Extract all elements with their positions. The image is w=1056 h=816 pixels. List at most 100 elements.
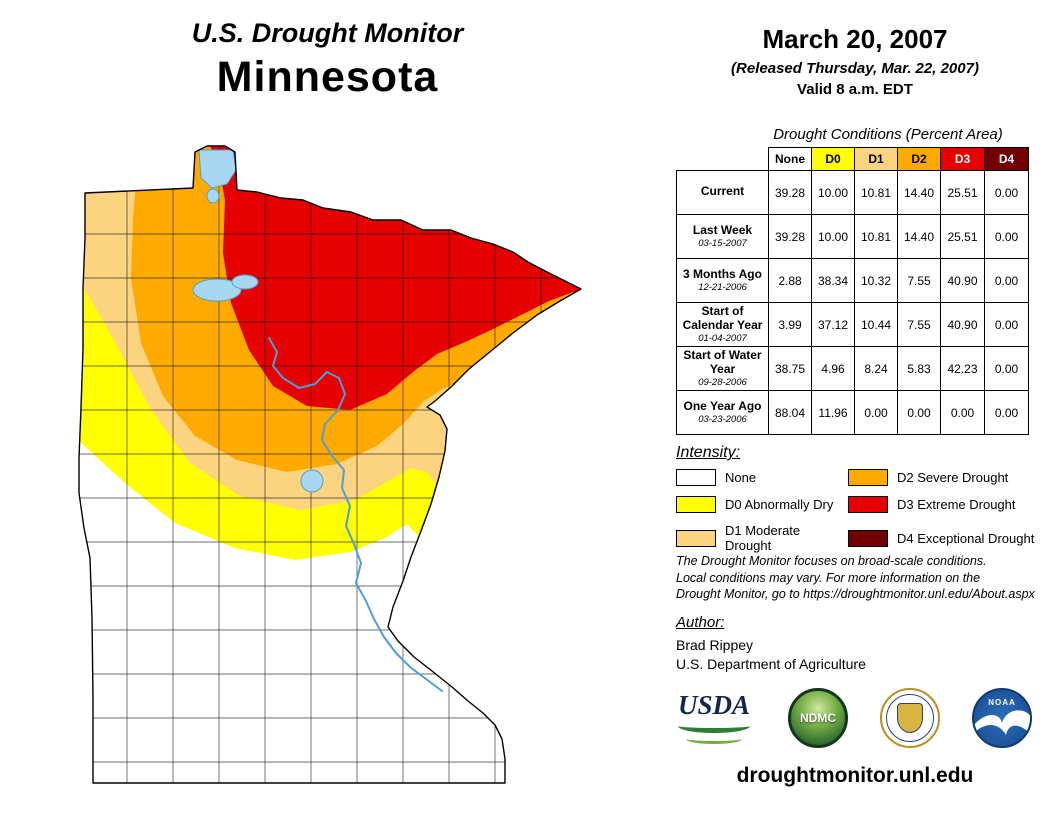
row-label: One Year Ago 03-23-2006 [676,390,769,435]
table-row: Start of Calendar Year 01-04-2007 3.99 37… [676,302,1029,347]
legend-swatch-d3 [848,496,888,513]
site-url: droughtmonitor.unl.edu [736,764,974,787]
table-cell: 0.00 [984,390,1029,435]
intensity-legend: None D2 Severe Drought D0 Abnormally Dry… [676,469,1036,553]
table-cell: 7.55 [897,302,941,347]
usda-swoosh-icon [678,719,750,733]
usda-logo-text: USDA [677,690,751,720]
table-cell: 0.00 [984,214,1029,259]
column-header-d1: D1 [854,147,898,171]
legend-item-d3: D3 Extreme Drought [848,496,1036,513]
table-cell: 25.51 [940,214,985,259]
table-cell: 10.44 [854,302,898,347]
table-cell: 0.00 [984,302,1029,347]
table-cell: 10.00 [811,170,855,215]
row-label: Start of Calendar Year 01-04-2007 [676,302,769,347]
table-cell: 11.96 [811,390,855,435]
noaa-seagull-icon [974,710,1030,735]
table-cell: 88.04 [768,390,812,435]
legend-swatch-none [676,469,716,486]
table-cell: 10.32 [854,258,898,303]
legend-item-d1: D1 Moderate Drought [676,523,848,553]
author-title: Author: [676,614,725,631]
table-cell: 42.23 [940,346,985,391]
intensity-title: Intensity: [676,444,741,461]
table-row: Start of Water Year 09-28-2006 38.75 4.96… [676,346,1029,391]
disclaimer-line: Drought Monitor, go to https://droughtmo… [676,587,1035,601]
column-header-d2: D2 [897,147,941,171]
legend-swatch-d1 [676,529,716,547]
legend-label: D3 Extreme Drought [897,497,1016,512]
drought-conditions-table: None D0 D1 D2 D3 D4 Current 39.28 10.00 … [676,147,1029,435]
table-cell: 2.88 [768,258,812,303]
table-row: One Year Ago 03-23-2006 88.04 11.96 0.00 … [676,390,1029,435]
table-cell: 4.96 [811,346,855,391]
table-cell: 10.00 [811,214,855,259]
table-cell: 0.00 [897,390,941,435]
legend-label: D0 Abnormally Dry [725,497,834,512]
row-label: Start of Water Year 09-28-2006 [676,346,769,391]
table-cell: 10.81 [854,214,898,259]
column-header-d0: D0 [811,147,855,171]
table-cell: 0.00 [940,390,985,435]
table-cell: 39.28 [768,214,812,259]
table-corner-cell [677,148,769,171]
table-title: Drought Conditions (Percent Area) [773,126,1003,143]
noaa-logo: NOAA [972,688,1032,748]
legend-label: None [725,470,757,485]
legend-item-d2: D2 Severe Drought [848,469,1036,486]
ndmc-logo: NDMC [788,688,848,748]
state-name: Minnesota [216,53,439,101]
legend-label: D4 Exceptional Drought [897,530,1035,546]
table-cell: 8.24 [854,346,898,391]
mississippi-river [268,337,443,692]
author-org: U.S. Department of Agriculture [676,656,866,672]
usda-swoosh-icon [686,734,742,744]
legend-label: D2 Severe Drought [897,470,1009,485]
agency-logos: USDA NDMC NOAA [672,688,1032,748]
legend-swatch-d0 [676,496,716,513]
minnesota-drought-map [78,145,582,784]
table-cell: 7.55 [897,258,941,303]
commerce-seal-ring [886,694,934,742]
disclaimer-line: Local conditions may vary. For more info… [676,570,981,585]
row-label: Current [676,170,769,215]
commerce-seal-logo [880,688,940,748]
table-cell: 0.00 [984,346,1029,391]
legend-swatch-d2 [848,469,888,486]
table-cell: 40.90 [940,302,985,347]
commerce-seal-shield-icon [897,703,923,733]
table-cell: 10.81 [854,170,898,215]
legend-label: D1 Moderate Drought [725,523,801,553]
author-name: Brad Rippey [676,637,754,653]
usda-logo: USDA [672,692,756,744]
column-header-none: None [768,147,812,171]
table-cell: 0.00 [854,390,898,435]
table-cell: 38.34 [811,258,855,303]
valid-time: Valid 8 a.m. EDT [797,81,913,98]
table-cell: 40.90 [940,258,985,303]
red-lake-upper [231,274,259,290]
left-header: U.S. Drought Monitor Minnesota [55,18,600,102]
drought-band-d3 [207,146,581,410]
table-cell: 25.51 [940,170,985,215]
report-title: U.S. Drought Monitor [191,18,464,48]
mille-lacs-lake [300,469,324,493]
small-lake [206,188,220,204]
table-row: Last Week 03-15-2007 39.28 10.00 10.81 14… [676,214,1029,259]
legend-item-d4: D4 Exceptional Drought [848,523,1036,553]
disclaimer-text: The Drought Monitor focuses on broad-sca… [676,553,1048,603]
red-lake-lower [192,278,242,302]
table-cell: 14.40 [897,170,941,215]
table-cell: 37.12 [811,302,855,347]
table-row: Current 39.28 10.00 10.81 14.40 25.51 0.… [676,170,1029,215]
disclaimer-line: The Drought Monitor focuses on broad-sca… [676,554,987,568]
legend-swatch-d4 [848,529,888,547]
right-header: March 20, 2007 (Released Thursday, Mar. … [695,24,1015,98]
report-date: March 20, 2007 [762,24,948,54]
table-cell: 14.40 [897,214,941,259]
table-cell: 0.00 [984,170,1029,215]
table-cell: 39.28 [768,170,812,215]
lakes [192,149,324,493]
